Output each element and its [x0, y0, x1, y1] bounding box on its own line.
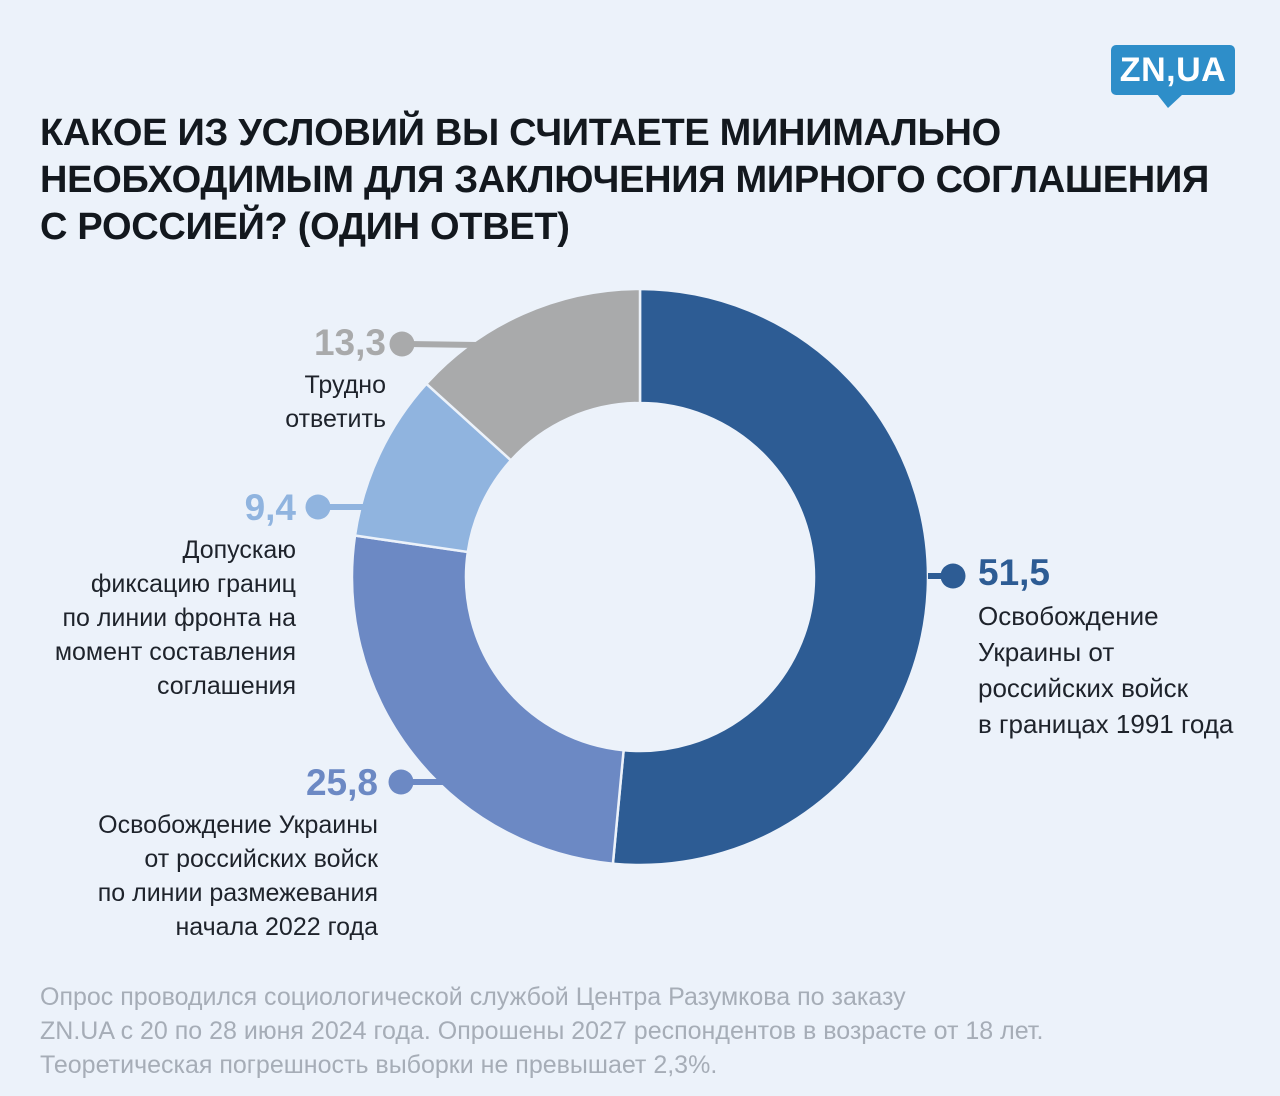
callout-connector-dot-1 [388, 769, 414, 795]
callout-9-4: 9,4 Допускаю фиксацию границ по линии фр… [0, 486, 296, 703]
footer-note: Опрос проводился социологической службой… [40, 980, 1043, 1082]
callout-label-line: ответить [285, 405, 386, 433]
callout-label-line: по линии фронта на [62, 604, 296, 632]
callout-label-line: российских войск [978, 673, 1188, 703]
callout-label-line: момент составления [54, 638, 296, 666]
callout-9-4-label: Допускаю фиксацию границ по линии фронта… [0, 533, 296, 703]
callout-label-line: Трудно [304, 371, 386, 399]
callout-label-line: Освобождение Украины [98, 811, 378, 839]
footer-line: Опрос проводился социологической службой… [40, 983, 906, 1011]
callout-51-5: 51,5 Освобождение Украины от российских … [978, 551, 1268, 742]
callout-13-3-label: Трудно ответить [86, 368, 386, 436]
callout-label-line: фиксацию границ [90, 570, 296, 598]
footer-line: ZN.UA с 20 по 28 июня 2024 года. Опрошен… [40, 1017, 1044, 1045]
callout-25-8-label: Освобождение Украины от российских войск… [78, 808, 378, 944]
title-line: С РОССИЕЙ? (ОДИН ОТВЕТ) [40, 206, 570, 248]
callout-label-line: в границах 1991 года [978, 709, 1234, 739]
callout-label-line: соглашения [156, 672, 296, 700]
callout-connector-dot-0 [940, 563, 966, 589]
donut-segment-0 [611, 287, 930, 867]
callout-label-line: Освобождение [978, 601, 1159, 631]
callout-13-3: 13,3 Трудно ответить [86, 321, 386, 436]
callout-51-5-value: 51,5 [978, 552, 1051, 593]
logo-speech-tail [1157, 94, 1183, 108]
callout-25-8: 25,8 Освобождение Украины от российских … [78, 761, 378, 944]
callout-25-8-value: 25,8 [305, 762, 378, 803]
callout-connector-line-3 [407, 341, 479, 348]
callout-label-line: Украины от [978, 637, 1115, 667]
callout-label-line: начала 2022 года [175, 913, 378, 941]
znua-logo-text: ZN,UA [1119, 50, 1227, 89]
title-line: НЕОБХОДИМЫМ ДЛЯ ЗАКЛЮЧЕНИЯ МИРНОГО СОГЛА… [40, 159, 1209, 201]
callout-connector-dot-2 [305, 494, 331, 520]
callout-51-5-label: Освобождение Украины от российских войск… [978, 598, 1268, 742]
callout-connector-dot-3 [389, 331, 415, 357]
donut-segment-3 [424, 287, 642, 463]
callout-label-line: от российских войск [144, 845, 378, 873]
callout-label-line: Допускаю [182, 536, 296, 564]
callout-label-line: по линии размежевания [97, 879, 378, 907]
footer-line: Теоретическая погрешность выборки не пре… [40, 1051, 718, 1079]
callout-9-4-value: 9,4 [244, 487, 296, 528]
donut-segment-1 [350, 534, 625, 866]
page-title: КАКОЕ ИЗ УСЛОВИЙ ВЫ СЧИТАЕТЕ МИНИМАЛЬНО … [40, 110, 1209, 251]
callout-13-3-value: 13,3 [313, 322, 386, 363]
znua-logo: ZN,UA [1111, 45, 1235, 108]
title-line: КАКОЕ ИЗ УСЛОВИЙ ВЫ СЧИТАЕТЕ МИНИМАЛЬНО [40, 112, 1001, 154]
